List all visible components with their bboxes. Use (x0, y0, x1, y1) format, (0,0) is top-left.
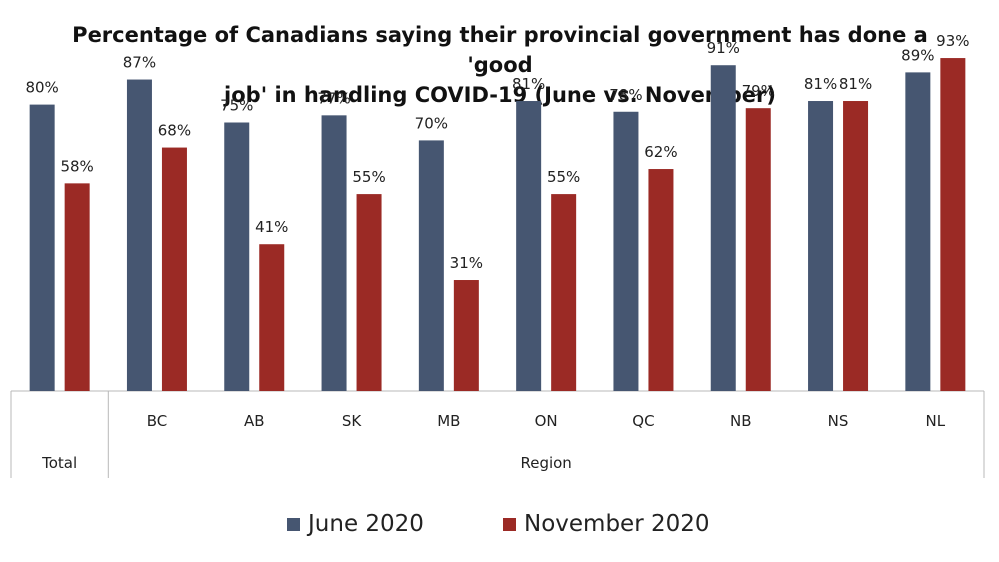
x-tick-label-mb: MB (437, 412, 460, 430)
data-label-november-2020-ns: 81% (839, 75, 872, 93)
group-label-total: Total (41, 454, 77, 472)
data-label-november-2020-total: 58% (60, 157, 93, 175)
x-tick-label-nl: NL (926, 412, 946, 430)
data-label-june-2020-total: 80% (25, 79, 58, 97)
bar-june-2020-nl (905, 72, 931, 391)
x-tick-label-ns: NS (828, 412, 849, 430)
bar-november-2020-total (64, 183, 90, 391)
bar-november-2020-qc (648, 169, 674, 391)
data-label-june-2020-sk: 77% (317, 89, 350, 107)
bar-november-2020-nb (745, 108, 771, 392)
bar-june-2020-ns (808, 101, 834, 392)
data-label-november-2020-nb: 79% (742, 82, 775, 100)
chart-legend: June 2020 November 2020 (0, 511, 999, 551)
data-label-june-2020-nl: 89% (901, 46, 934, 64)
bar-november-2020-bc (161, 147, 187, 391)
bar-november-2020-mb (453, 280, 479, 391)
bar-november-2020-ns (843, 101, 869, 392)
data-label-june-2020-on: 81% (512, 75, 545, 93)
chart-title: Percentage of Canadians saying their pro… (60, 20, 940, 110)
data-label-june-2020-bc: 87% (123, 54, 156, 72)
bar-june-2020-qc (613, 111, 639, 391)
legend-swatch-june-2020 (287, 517, 300, 531)
legend-label-november-2020: November 2020 (524, 511, 710, 537)
data-label-november-2020-qc: 62% (644, 143, 677, 161)
bar-june-2020-total (29, 104, 55, 391)
data-label-june-2020-nb: 91% (707, 39, 740, 57)
chart-title-line-1: Percentage of Canadians saying their pro… (72, 23, 928, 77)
x-tick-label-nb: NB (730, 412, 752, 430)
bar-june-2020-nb (710, 65, 736, 391)
data-label-november-2020-bc: 68% (158, 122, 191, 140)
bar-november-2020-ab (259, 244, 285, 391)
x-tick-label-bc: BC (147, 412, 168, 430)
data-label-november-2020-sk: 55% (352, 168, 385, 186)
data-label-november-2020-ab: 41% (255, 218, 288, 236)
bar-november-2020-sk (356, 194, 382, 391)
x-tick-label-sk: SK (342, 412, 363, 430)
x-tick-label-on: ON (535, 412, 558, 430)
x-tick-label-qc: QC (632, 412, 654, 430)
data-label-november-2020-mb: 31% (450, 254, 483, 272)
chart-title-line-2: job' in handling COVID-19 (June vs. Nove… (224, 83, 776, 107)
bar-november-2020-on (551, 194, 577, 391)
data-label-june-2020-mb: 70% (415, 114, 448, 132)
legend-item-june-2020: June 2020 (287, 511, 424, 537)
bar-june-2020-sk (321, 115, 347, 391)
data-label-november-2020-on: 55% (547, 168, 580, 186)
data-label-june-2020-ns: 81% (804, 75, 837, 93)
group-label-region: Region (520, 454, 571, 472)
bar-june-2020-on (516, 101, 542, 392)
bar-chart: 80% 58% 87% 68% BC 75% 41% AB 77% 55% SK 70% 31% MB 81… (10, 32, 985, 478)
x-tick-label-ab: AB (244, 412, 265, 430)
data-label-november-2020-nl: 93% (936, 32, 969, 50)
legend-item-november-2020: November 2020 (503, 511, 710, 537)
bar-june-2020-bc (126, 79, 152, 391)
legend-label-june-2020: June 2020 (308, 511, 424, 537)
legend-swatch-november-2020 (503, 517, 516, 531)
bar-june-2020-mb (418, 140, 444, 391)
data-label-june-2020-qc: 78% (609, 86, 642, 104)
data-label-june-2020-ab: 75% (220, 97, 253, 115)
bar-june-2020-ab (224, 122, 250, 391)
bar-november-2020-nl (940, 58, 966, 392)
